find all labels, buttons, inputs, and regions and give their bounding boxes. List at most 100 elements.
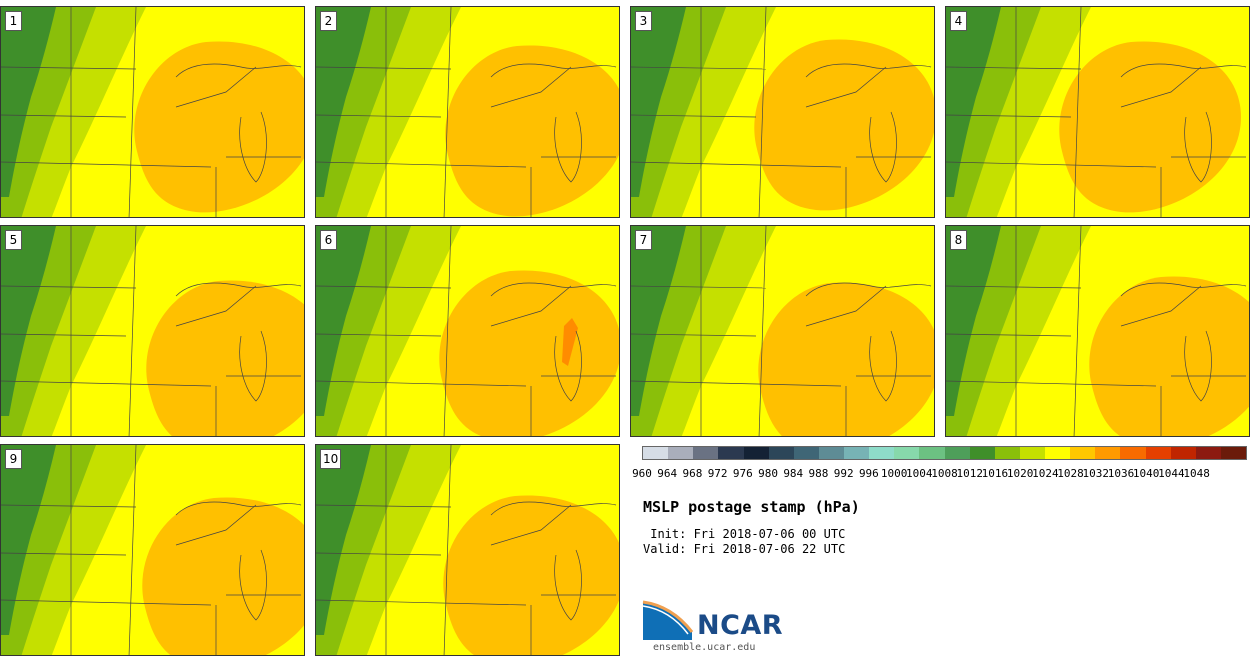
postage-stamp-panel: 8 [945, 225, 1250, 437]
boundary-line [316, 504, 452, 508]
high-pressure-region [142, 497, 304, 655]
pressure-colorbar [642, 446, 1247, 460]
state-boundaries [1, 7, 302, 217]
state-boundaries [631, 226, 932, 436]
colorbar-segment [994, 447, 1020, 459]
boundary-line [869, 330, 897, 402]
boundary-line [554, 111, 582, 183]
mslp-map [946, 226, 1249, 436]
colorbar-tick-label: 984 [783, 467, 804, 480]
colorbar-tick-label: 1020 [1006, 467, 1034, 480]
boundary-line [316, 599, 527, 606]
boundary-line [1120, 282, 1247, 297]
colorbar-segment [919, 447, 945, 459]
boundary-line [631, 333, 757, 337]
colorbar-segment [1019, 447, 1045, 459]
ncar-url: ensemble.ucar.edu [653, 642, 756, 653]
boundary-line [316, 380, 527, 387]
state-boundaries [631, 7, 932, 217]
colorbar-tick-label: 988 [808, 467, 829, 480]
boundary-line [128, 7, 137, 217]
boundary-line [631, 114, 757, 118]
boundary-line [175, 501, 302, 516]
ncar-logo-text: NCAR [697, 610, 784, 641]
boundary-line [316, 285, 452, 289]
postage-stamp-panel: 4 [945, 6, 1250, 218]
boundary-line [175, 504, 257, 546]
boundary-line [1120, 285, 1202, 327]
boundary-line [316, 114, 442, 118]
boundary-line [239, 549, 267, 621]
postage-stamp-panel: 1 [0, 6, 305, 218]
colorbar-tick-label: 1040 [1132, 467, 1160, 480]
state-boundaries [946, 226, 1247, 436]
boundary-line [805, 63, 932, 78]
boundary-line [175, 66, 257, 108]
colorbar-tick-label: 976 [732, 467, 753, 480]
colorbar-tick-labels: 960 964 968 972 976 980 984 988 992 996 1000 1004 10… [632, 467, 1247, 481]
colorbar-tick-label: 980 [758, 467, 778, 480]
high-pressure-region [1089, 276, 1249, 436]
state-boundaries [316, 7, 617, 217]
pressure-band-1012 [316, 226, 371, 416]
boundary-line [490, 63, 617, 78]
boundary-line [1, 114, 127, 118]
boundary-line [175, 63, 302, 78]
mslp-map [316, 445, 619, 655]
pressure-band-1012 [1, 226, 56, 416]
pressure-band-1012 [1, 7, 56, 197]
pressure-band-1012 [946, 7, 1001, 197]
colorbar-tick-label: 1044 [1158, 467, 1185, 480]
colorbar-tick-label: 964 [657, 467, 678, 480]
colorbar-tick-label: 1028 [1057, 467, 1084, 480]
boundary-line [1, 161, 212, 168]
member-label: 4 [950, 11, 967, 31]
boundary-line [805, 282, 932, 297]
boundary-line [758, 7, 767, 217]
boundary-line [490, 66, 572, 108]
colorbar-tick-label: 960 [632, 467, 652, 480]
boundary-line [631, 66, 767, 70]
state-boundaries [946, 7, 1247, 217]
boundary-line [316, 333, 442, 337]
boundary-line [1, 380, 212, 387]
colorbar-segment [969, 447, 995, 459]
boundary-line [1073, 226, 1082, 436]
boundary-line [175, 285, 257, 327]
boundary-line [1120, 66, 1202, 108]
boundary-line [443, 7, 452, 217]
member-label: 6 [320, 230, 337, 250]
colorbar-tick-label: 1024 [1032, 467, 1059, 480]
boundary-line [1120, 63, 1247, 78]
boundary-line [1, 552, 127, 556]
boundary-line [554, 549, 582, 621]
postage-stamp-panel: 10 [315, 444, 620, 656]
mslp-map [631, 226, 934, 436]
boundary-line [1, 504, 137, 508]
colorbar-segment [718, 447, 744, 459]
mslp-map [946, 7, 1249, 217]
pressure-band-1012 [316, 445, 371, 635]
mslp-map [1, 226, 304, 436]
colorbar-tick-label: 1036 [1107, 467, 1135, 480]
member-label: 10 [320, 449, 342, 469]
high-pressure-region [443, 495, 619, 655]
colorbar-segment [668, 447, 694, 459]
colorbar-segment [1195, 447, 1221, 459]
high-pressure-region [439, 270, 619, 436]
colorbar-segment [1045, 447, 1071, 459]
colorbar-segment [1120, 447, 1146, 459]
boundary-line [316, 552, 442, 556]
postage-stamp-panel: 9 [0, 444, 305, 656]
colorbar-segment [869, 447, 895, 459]
boundary-line [946, 161, 1157, 168]
boundary-line [554, 330, 582, 402]
mslp-map [1, 7, 304, 217]
colorbar-tick-label: 1032 [1082, 467, 1110, 480]
colorbar-tick-label: 972 [707, 467, 728, 480]
boundary-line [490, 282, 617, 297]
colorbar-tick-label: 1012 [956, 467, 983, 480]
pressure-band-1012 [1, 445, 56, 635]
state-boundaries [316, 445, 617, 655]
boundary-line [1184, 111, 1212, 183]
